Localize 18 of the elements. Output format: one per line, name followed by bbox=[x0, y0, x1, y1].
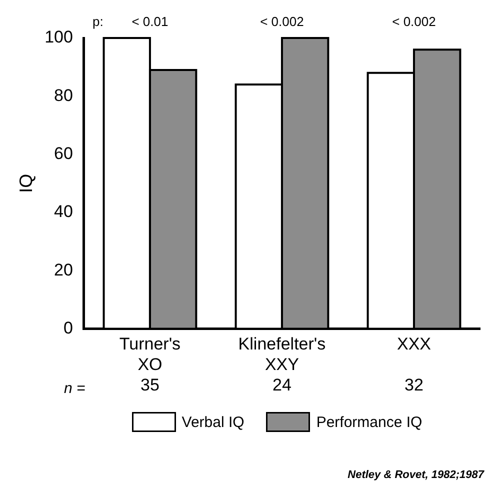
legend-label: Verbal IQ bbox=[182, 414, 244, 430]
text: Netley & Rovet, 1982;1987 bbox=[348, 469, 485, 481]
text: < 0.002 bbox=[260, 14, 304, 29]
text: < 0.002 bbox=[392, 14, 436, 29]
y-tick-label: 60 bbox=[54, 144, 73, 164]
legend-label: Performance IQ bbox=[316, 414, 422, 430]
x-tick-label: Klinefelter's XXY 24 bbox=[238, 334, 326, 394]
y-tick-label: 0 bbox=[63, 318, 73, 338]
x-tick-label: Turner's XO 35 bbox=[119, 334, 181, 394]
y-tick-label: 40 bbox=[54, 202, 73, 222]
category-label: XXX 32 bbox=[396, 334, 432, 394]
y-axis-title: IQ bbox=[16, 174, 36, 193]
y-tick-label: 80 bbox=[54, 86, 73, 105]
text: p: bbox=[92, 14, 104, 29]
text: n = bbox=[64, 380, 86, 397]
text: < 0.01 bbox=[132, 14, 168, 29]
y-tick-label: 20 bbox=[54, 260, 73, 280]
y-tick-label: 100 bbox=[44, 28, 73, 47]
